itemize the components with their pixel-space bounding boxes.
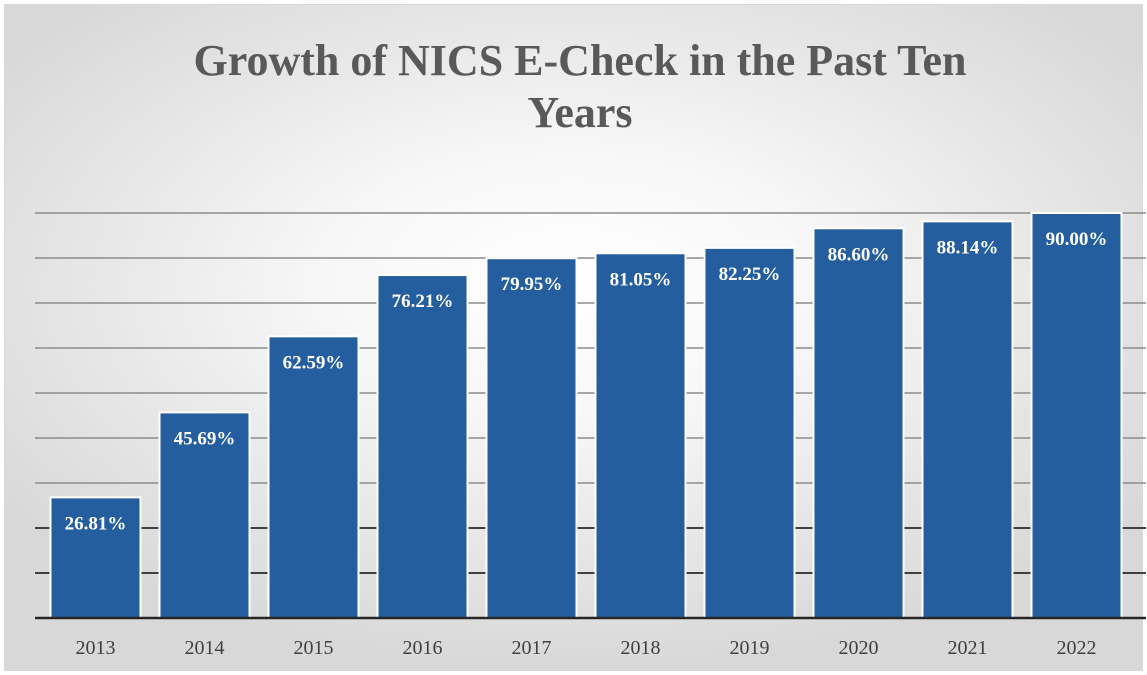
bar [267,335,360,619]
data-labels: 26.81% 45.69% 62.59% 76.21% 79.95% 81.05% 82.2… [65,229,1108,534]
bar [703,246,796,619]
data-label: 76.21% [392,291,454,312]
x-tick-label: 2021 [948,637,988,659]
bar [376,274,469,619]
data-label: 26.81% [65,513,127,534]
x-tick-label: 2019 [730,637,770,659]
bar [1030,212,1123,619]
x-tick-label: 2017 [512,637,552,659]
x-tick-label: 2013 [76,637,116,659]
data-label: 45.69% [174,428,236,449]
data-label: 90.00% [1046,229,1108,250]
bar [158,411,251,619]
x-tick-label: 2018 [621,637,661,659]
x-tick-labels: 2013 2014 2015 2016 2017 2018 2019 2020 2021 2022 [76,637,1097,659]
bar [49,496,142,620]
x-tick-label: 2016 [403,637,443,659]
x-tick-label: 2022 [1057,637,1097,659]
bar [812,227,905,620]
bar [485,257,578,619]
data-label: 79.95% [501,274,563,295]
x-tick-label: 2014 [185,637,225,659]
data-label: 81.05% [610,269,672,290]
bar [921,220,1014,619]
data-label: 62.59% [283,352,345,373]
bar [594,252,687,619]
x-tick-label: 2020 [839,637,879,659]
chart-title: Growth of NICS E-Check in the Past Ten Y… [193,36,967,137]
x-tick-label: 2015 [294,637,334,659]
bars [49,212,1123,620]
data-label: 82.25% [719,264,781,285]
data-label: 86.60% [828,244,890,265]
data-label: 88.14% [937,237,999,258]
